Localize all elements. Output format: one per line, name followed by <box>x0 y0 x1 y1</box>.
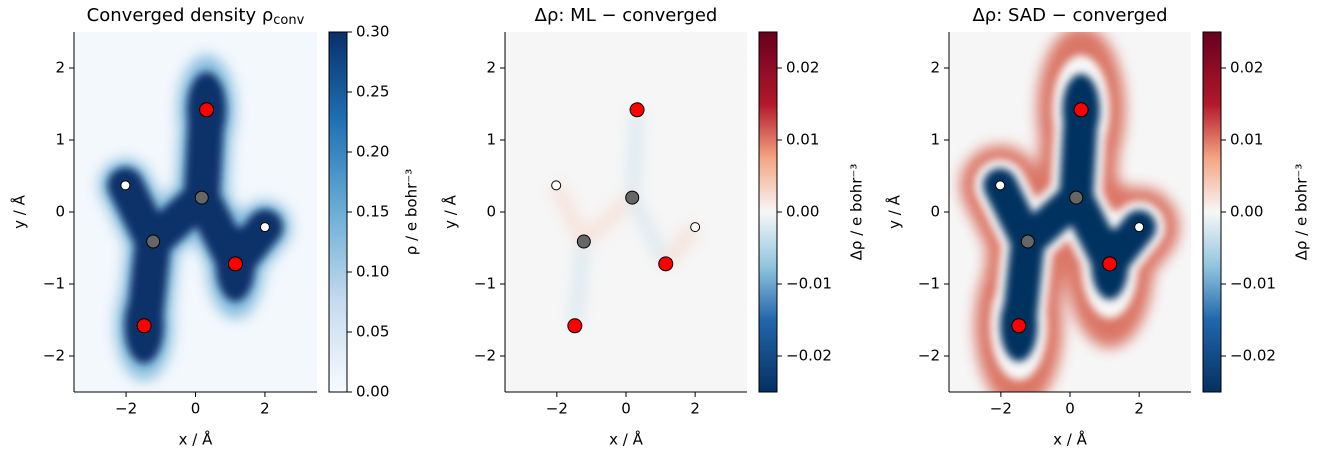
y-tick-label: 0 <box>55 203 65 221</box>
colorbar-tick-label: 0.00 <box>356 383 389 401</box>
colorbar-tick-label: 0.30 <box>356 23 389 41</box>
atom-point <box>625 190 640 205</box>
y-tick-label: 2 <box>486 59 496 77</box>
atom-point <box>995 180 1006 191</box>
atom-point <box>227 256 243 272</box>
colorbar-tick-label: 0.02 <box>786 59 819 77</box>
atom-point <box>576 234 591 249</box>
atom-point <box>551 180 562 191</box>
colorbar-label: ρ / e bohr⁻³ <box>403 169 421 255</box>
x-tick-label: 0 <box>1065 400 1075 418</box>
colorbar-tick-label: 0.00 <box>786 203 819 221</box>
y-tick-label: 1 <box>930 131 940 149</box>
atom-point <box>567 318 583 334</box>
x-tick-label: −2 <box>990 400 1012 418</box>
y-axis-label: y / Å <box>885 194 904 228</box>
colorbar-tick-label: 0.01 <box>786 131 819 149</box>
atom-point <box>1069 190 1084 205</box>
colorbar-tick-label: 0.01 <box>1230 131 1263 149</box>
title-main: Converged density ρ <box>87 5 274 26</box>
colorbar-tick-label: 0.00 <box>1230 203 1263 221</box>
atom-point <box>1102 256 1118 272</box>
colorbar-label: Δρ / e bohr⁻³ <box>1293 164 1311 261</box>
title-subscript: conv <box>273 13 304 28</box>
colorbar-tick-label: 0.15 <box>356 203 389 221</box>
x-axis-label: x / Å <box>179 430 213 449</box>
colorbar-tick-label: 0.05 <box>356 323 389 341</box>
x-tick-label: −2 <box>546 400 568 418</box>
colorbar <box>1202 31 1222 393</box>
atom-point <box>1020 234 1035 249</box>
colorbar-tick-label: 0.10 <box>356 263 389 281</box>
heatmap-field <box>949 32 1191 392</box>
y-axis-label: y / Å <box>441 194 460 228</box>
atom-point <box>136 318 152 334</box>
heatmap-field <box>505 32 747 392</box>
atom-point <box>658 256 674 272</box>
chart-title: Δρ: ML − converged <box>535 5 718 26</box>
title-main: Δρ: ML − converged <box>535 5 718 26</box>
atom-point <box>1134 222 1145 233</box>
colorbar-tick-label: −0.01 <box>786 275 832 293</box>
y-tick-label: 1 <box>55 131 65 149</box>
colorbar-label: Δρ / e bohr⁻³ <box>848 164 866 261</box>
atom-point <box>690 222 701 233</box>
x-tick-label: 2 <box>1134 400 1144 418</box>
y-tick-label: −2 <box>474 347 496 365</box>
y-tick-label: 1 <box>486 131 496 149</box>
y-tick-label: 2 <box>930 59 940 77</box>
chart-title: Converged density ρconv <box>87 5 305 28</box>
y-tick-label: 2 <box>55 59 65 77</box>
heatmap-field <box>74 32 317 392</box>
density-blob <box>549 109 701 327</box>
colorbar-tick-label: 0.02 <box>1230 59 1263 77</box>
x-tick-label: 2 <box>260 400 270 418</box>
colorbar-tick-label: −0.02 <box>1230 347 1276 365</box>
y-tick-label: 0 <box>486 203 496 221</box>
y-tick-label: −1 <box>918 275 940 293</box>
colorbar <box>758 31 778 393</box>
atom-point <box>199 102 215 118</box>
chart-title: Δρ: SAD − converged <box>972 5 1167 26</box>
colorbar-tick-label: 0.25 <box>356 83 389 101</box>
colorbar-tick-label: −0.02 <box>786 347 832 365</box>
atom-point <box>120 180 131 191</box>
y-tick-label: −1 <box>43 275 65 293</box>
atom-point <box>146 234 161 249</box>
y-tick-label: −2 <box>43 347 65 365</box>
x-tick-label: −2 <box>115 400 137 418</box>
atom-point <box>629 102 645 118</box>
atom-point <box>1073 102 1089 118</box>
atom-point <box>259 222 270 233</box>
title-main: Δρ: SAD − converged <box>972 5 1167 26</box>
x-axis-label: x / Å <box>609 430 643 449</box>
y-tick-label: −1 <box>474 275 496 293</box>
colorbar-tick-label: 0.20 <box>356 143 389 161</box>
x-axis-label: x / Å <box>1053 430 1087 449</box>
y-tick-label: −2 <box>918 347 940 365</box>
atom-point <box>194 190 209 205</box>
colorbar <box>328 31 348 393</box>
x-tick-label: 0 <box>621 400 631 418</box>
atom-point <box>1011 318 1027 334</box>
x-tick-label: 2 <box>690 400 700 418</box>
colorbar-tick-label: −0.01 <box>1230 275 1276 293</box>
y-axis-label: y / Å <box>10 194 29 228</box>
x-tick-label: 0 <box>191 400 201 418</box>
y-tick-label: 0 <box>930 203 940 221</box>
